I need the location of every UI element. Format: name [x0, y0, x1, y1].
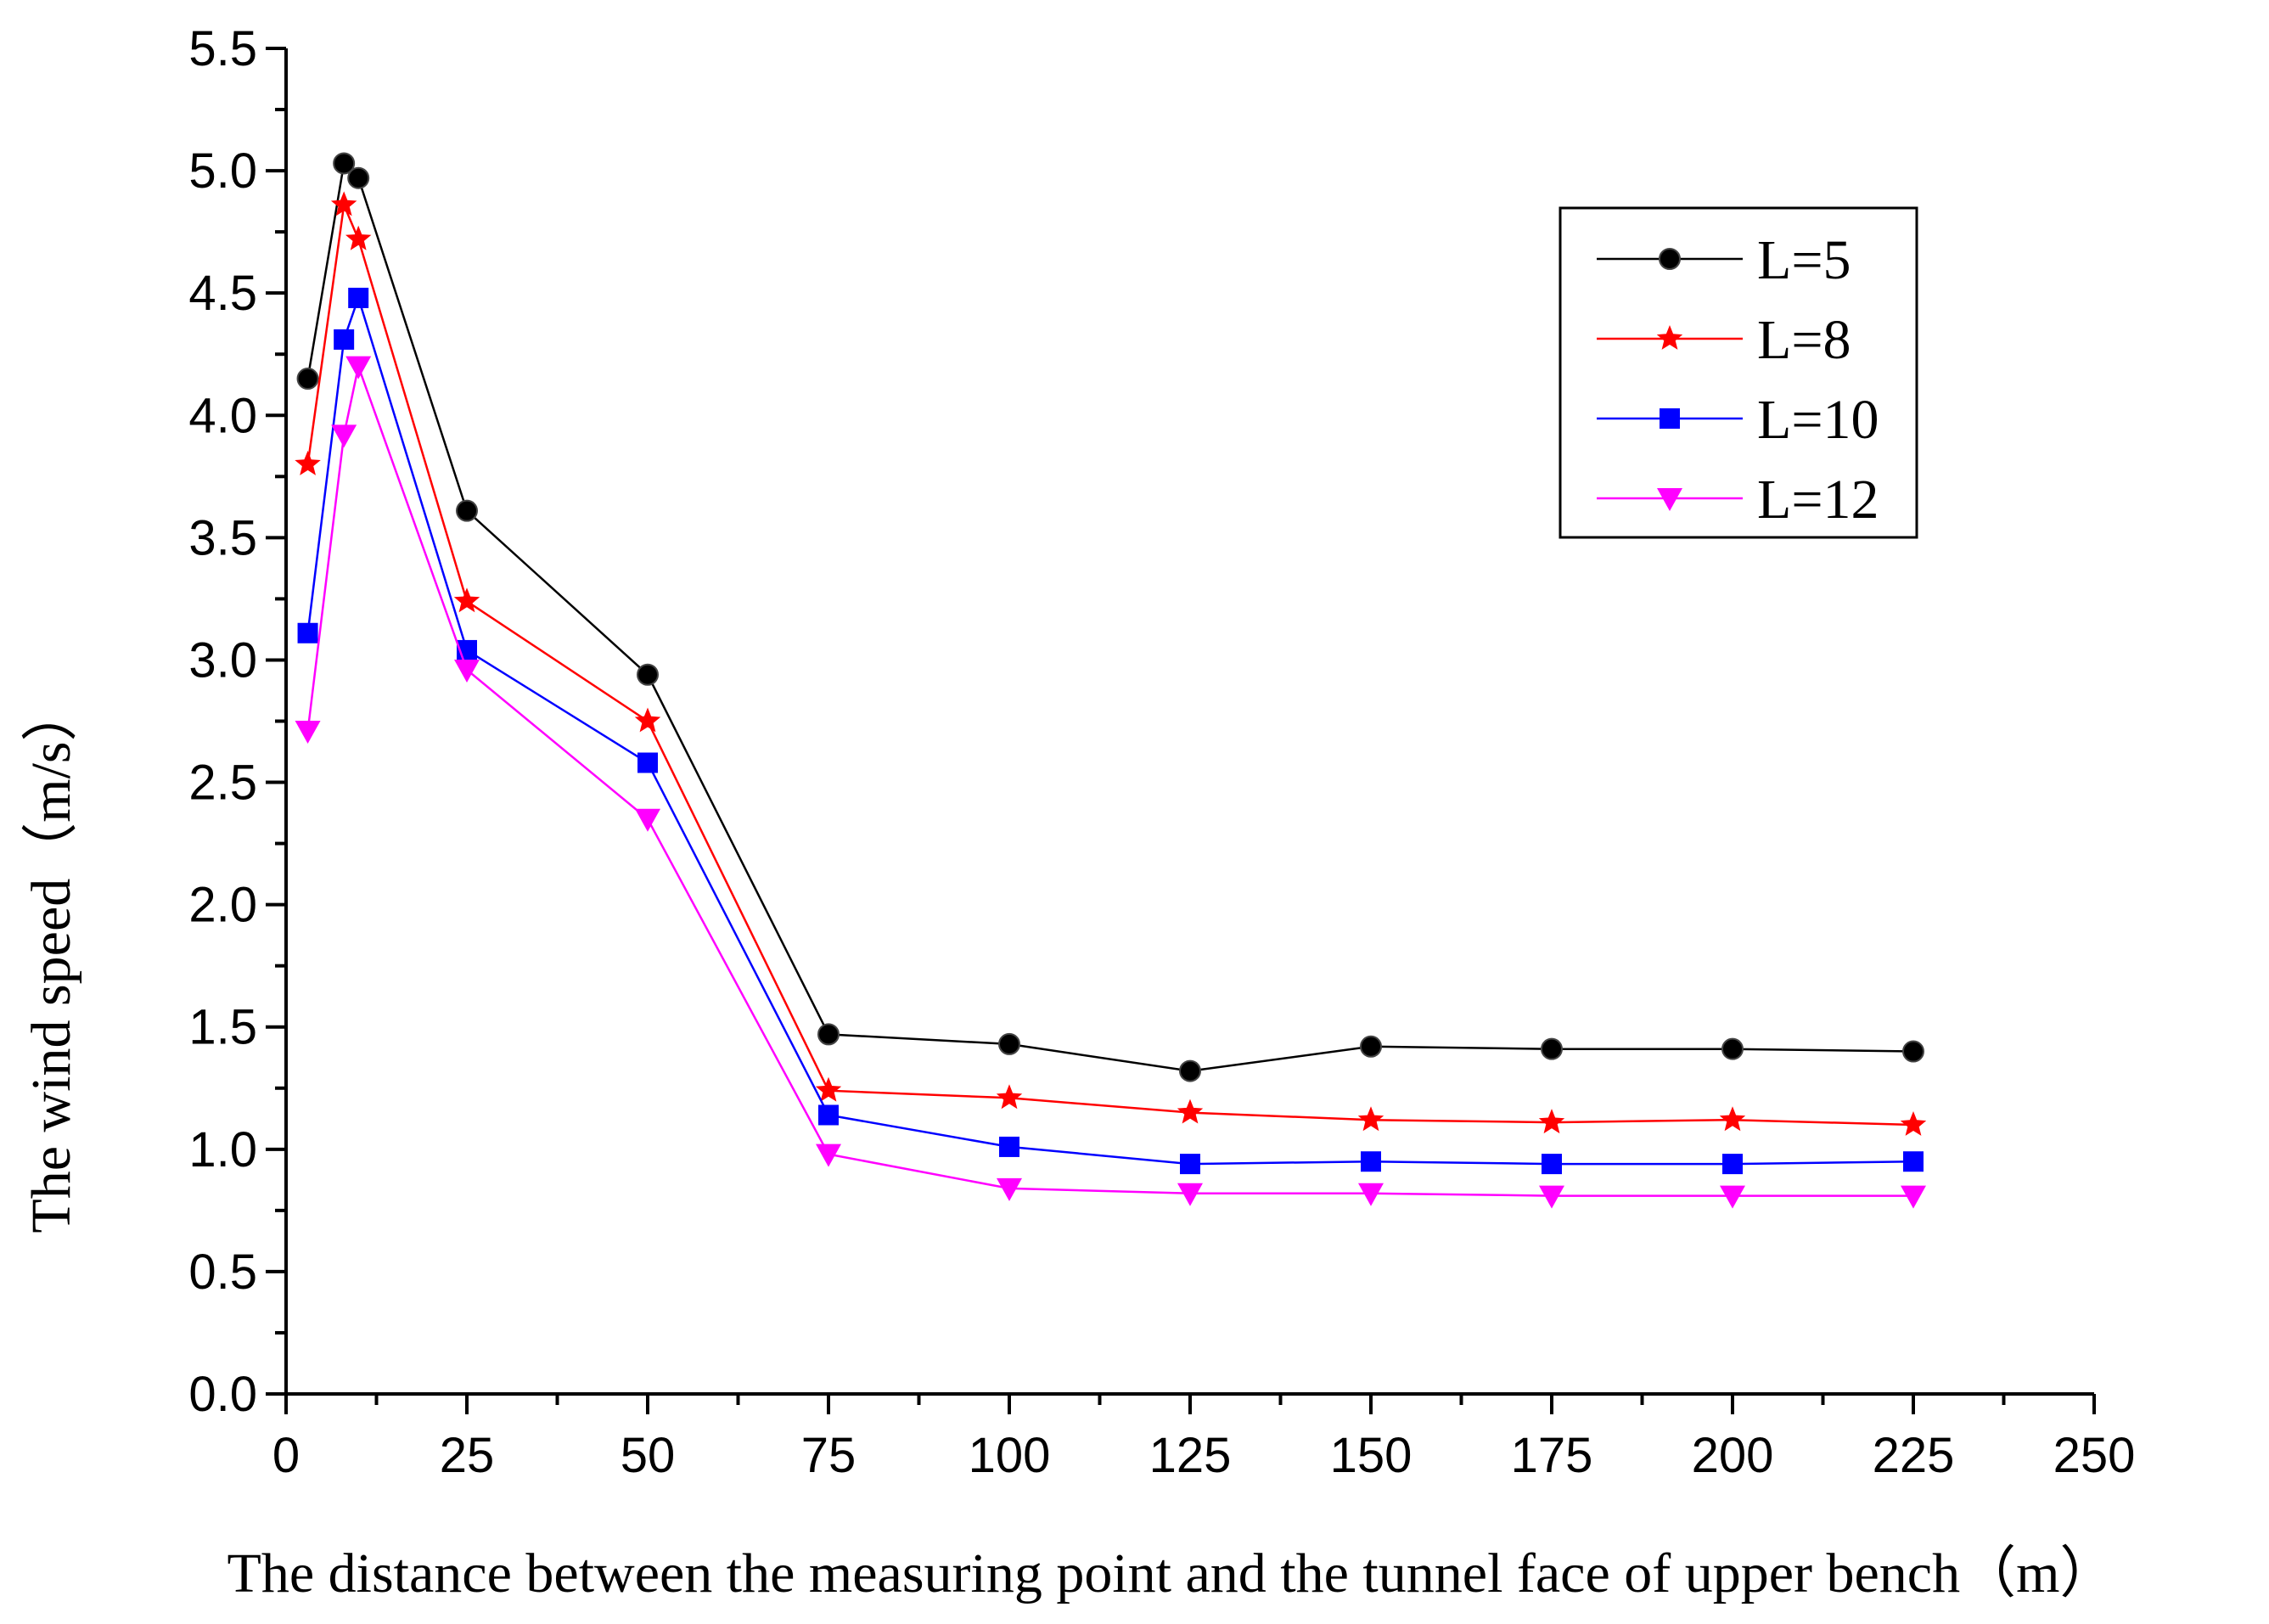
y-tick-label: 2.0	[188, 878, 257, 933]
data-point-l8	[330, 191, 357, 216]
y-tick-label: 3.0	[188, 632, 257, 688]
data-point-l8	[1177, 1099, 1204, 1124]
y-tick-label: 0.0	[188, 1367, 257, 1422]
legend-box	[1559, 206, 1918, 539]
series-l10	[297, 287, 1924, 1175]
series-l12	[295, 356, 1926, 1209]
data-point-l5	[817, 1023, 840, 1046]
x-tick-label: 200	[1692, 1428, 1774, 1483]
legend-swatch-marker	[1660, 408, 1680, 429]
y-tick-label: 2.5	[188, 756, 257, 811]
data-point-l10	[1542, 1154, 1562, 1175]
legend-label: L=10	[1757, 389, 1879, 451]
data-point-l10	[1180, 1154, 1200, 1175]
x-tick-label: 225	[1873, 1428, 1955, 1483]
data-point-l8	[996, 1084, 1023, 1110]
x-tick-label: 125	[1149, 1428, 1232, 1483]
legend-swatch-marker	[1659, 248, 1681, 270]
data-point-l5	[998, 1032, 1020, 1055]
y-axis-title: The wind speed（m/s）	[20, 685, 82, 1233]
data-point-l12	[1539, 1185, 1564, 1209]
legend-item-l12: L=12	[1597, 469, 1879, 531]
x-axis-title: The distance between the measuring point…	[227, 1543, 2116, 1604]
data-point-l5	[333, 152, 356, 175]
data-point-l10	[999, 1136, 1019, 1157]
data-point-l8	[1900, 1111, 1927, 1136]
y-tick-label: 1.5	[188, 1000, 257, 1055]
data-point-l10	[1722, 1154, 1743, 1175]
data-point-l8	[815, 1076, 842, 1102]
x-tick-label: 150	[1330, 1428, 1413, 1483]
legend-item-l10: L=10	[1597, 389, 1879, 451]
x-tick-label: 100	[969, 1428, 1051, 1483]
series-layer	[295, 152, 1927, 1209]
x-tick-label: 50	[621, 1428, 676, 1483]
data-point-l5	[1541, 1037, 1563, 1060]
data-point-l5	[1179, 1059, 1201, 1082]
data-point-l12	[295, 721, 321, 745]
legend-label: L=12	[1757, 469, 1879, 531]
data-point-l12	[1720, 1185, 1745, 1209]
y-tick-label: 0.5	[188, 1245, 257, 1300]
data-point-l12	[1901, 1185, 1926, 1209]
y-tick-label: 1.0	[188, 1122, 257, 1177]
x-tick-label: 250	[2053, 1428, 2136, 1483]
series-l8	[295, 191, 1927, 1136]
x-tick-label: 175	[1511, 1428, 1593, 1483]
legend-swatch-marker	[1656, 325, 1683, 350]
legend-label: L=8	[1757, 309, 1851, 371]
data-point-l10	[637, 752, 658, 773]
y-tick-label: 4.5	[188, 266, 257, 321]
data-point-l8	[1357, 1106, 1384, 1132]
y-tick-label: 5.5	[188, 21, 257, 76]
y-tick-label: 3.5	[188, 510, 257, 565]
data-point-l5	[1360, 1035, 1382, 1058]
series-line-l12	[306, 362, 1913, 1197]
data-point-l8	[453, 587, 480, 613]
data-point-l12	[454, 659, 480, 683]
data-point-l12	[816, 1144, 841, 1167]
legend-swatch-marker	[1657, 488, 1682, 511]
legend-label: L=5	[1757, 229, 1851, 291]
data-point-l12	[635, 808, 660, 832]
data-point-l10	[1361, 1151, 1381, 1172]
data-point-l10	[818, 1104, 839, 1126]
data-point-l8	[1538, 1109, 1565, 1134]
data-point-l12	[997, 1177, 1022, 1201]
data-point-l10	[348, 287, 369, 308]
legend: L=5 L=8 L=10 L=12	[1559, 206, 1918, 539]
data-point-l5	[456, 499, 478, 522]
data-point-l12	[1177, 1183, 1203, 1206]
data-point-l5	[296, 368, 319, 391]
x-tick-label: 75	[801, 1428, 856, 1483]
data-point-l8	[634, 707, 661, 733]
data-point-l10	[297, 622, 318, 643]
x-tick-label: 0	[272, 1428, 300, 1483]
legend-item-l5: L=5	[1597, 229, 1851, 291]
data-point-l5	[347, 166, 370, 189]
y-tick-label: 5.0	[188, 143, 257, 199]
legend-item-l8: L=8	[1597, 309, 1851, 371]
axes: 0.0 0.5 1.0 1.5 2.0 2.5 3.0 3.5 4.0 4.5 5.0 5.5 0 25 5…	[188, 21, 2135, 1483]
data-point-l8	[1719, 1106, 1746, 1132]
data-point-l10	[1903, 1151, 1924, 1172]
data-point-l12	[331, 424, 357, 448]
data-point-l8	[345, 225, 372, 250]
data-point-l5	[1721, 1037, 1744, 1060]
y-tick-label: 4.0	[188, 388, 257, 443]
data-point-l5	[637, 663, 659, 686]
x-tick-label: 25	[440, 1428, 495, 1483]
data-point-l8	[295, 450, 321, 475]
data-point-l5	[1902, 1040, 1924, 1063]
data-point-l10	[334, 329, 355, 350]
data-point-l12	[1358, 1183, 1384, 1206]
data-point-l12	[345, 356, 372, 379]
series-l5	[296, 152, 1924, 1082]
